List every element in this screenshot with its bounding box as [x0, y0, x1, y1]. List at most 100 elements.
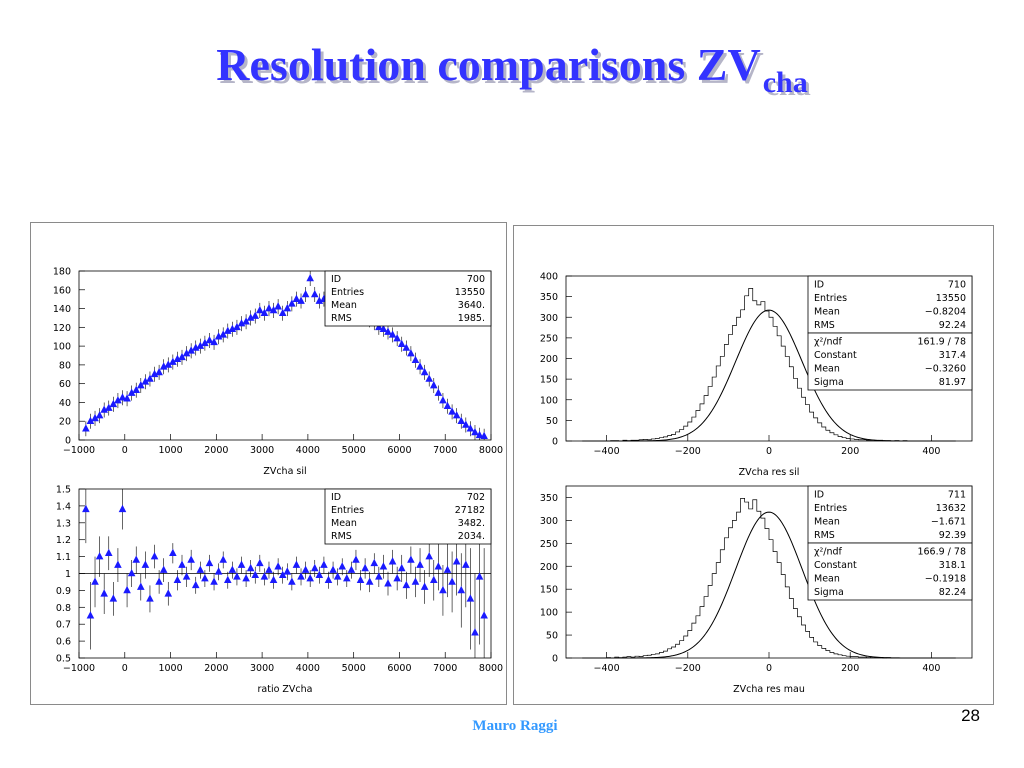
data-point [475, 572, 484, 580]
data-point [274, 302, 282, 310]
stats-value: −1.671 [931, 517, 966, 528]
y-tick-label: 1.2 [56, 535, 71, 546]
data-point [95, 552, 104, 560]
x-tick-label: 2000 [204, 663, 228, 674]
data-point [187, 346, 195, 354]
y-tick-label: 20 [59, 417, 71, 428]
data-point [301, 289, 310, 298]
data-point [274, 562, 282, 570]
x-tick-label: 2000 [204, 445, 228, 456]
x-axis-label: ZVcha sil [263, 466, 306, 477]
data-point [182, 349, 191, 357]
data-point [315, 570, 324, 578]
data-point [191, 580, 200, 589]
data-point [278, 570, 287, 578]
data-point [292, 294, 301, 302]
data-point [214, 567, 223, 575]
stats-label: ID [331, 492, 341, 503]
stats-value: 317.4 [939, 350, 966, 361]
data-point [292, 560, 301, 568]
data-point [127, 569, 136, 577]
stats-label: Mean [814, 364, 840, 375]
stats-value: 3482. [458, 518, 485, 529]
y-tick-label: 1.4 [56, 501, 71, 512]
data-point [141, 377, 150, 385]
plot-710: −400 −200 0 200 400 0 50 100 150 200 250 300 350 400 Z… [540, 272, 973, 478]
data-point [288, 299, 296, 307]
data-point [233, 572, 241, 580]
x-tick-label: 1000 [158, 445, 182, 456]
data-point [82, 504, 90, 513]
x-axis-label: ZVcha res mau [733, 684, 805, 695]
stats-label: Mean [331, 300, 357, 311]
data-point [324, 575, 333, 584]
y-tick-label: 160 [53, 285, 71, 296]
data-point [402, 580, 411, 589]
stats-value: 3640. [458, 300, 485, 311]
y-tick-label: 400 [540, 272, 558, 283]
data-point [159, 565, 168, 573]
data-point [269, 575, 278, 584]
data-point [127, 388, 136, 396]
data-point [219, 330, 227, 338]
data-point [420, 367, 429, 376]
data-point [356, 575, 365, 584]
stats-label: Entries [331, 287, 364, 298]
data-point [118, 504, 127, 513]
x-tick-label: 0 [122, 445, 128, 456]
data-point [201, 338, 209, 347]
data-point [86, 611, 95, 619]
data-point [397, 339, 406, 348]
data-point [347, 565, 356, 573]
data-point [452, 411, 461, 419]
stats-label: Constant [814, 560, 857, 571]
slide-title: Resolution comparisons ZVcha [0, 38, 1024, 99]
x-tick-label: 1000 [158, 663, 182, 674]
stats-value: 92.24 [939, 320, 966, 331]
data-point [137, 381, 145, 389]
data-point [205, 558, 214, 567]
y-tick-label: 300 [540, 516, 558, 527]
data-point [251, 311, 260, 319]
stats-value: 166.9 / 78 [917, 547, 966, 558]
data-point [123, 394, 131, 402]
data-point [91, 413, 99, 422]
data-point [471, 427, 479, 436]
data-point [384, 579, 392, 587]
y-tick-label: 0 [65, 436, 71, 447]
x-tick-label: 3000 [250, 445, 274, 456]
data-point [201, 574, 209, 582]
y-tick-label: 250 [540, 539, 558, 550]
stats-value: 81.97 [939, 377, 966, 388]
data-point [242, 574, 250, 582]
gaussian-fit-curve [582, 511, 956, 659]
data-point [104, 548, 113, 557]
data-point [210, 337, 218, 346]
data-point [425, 552, 433, 560]
y-tick-label: 100 [540, 608, 558, 619]
title-main: Resolution comparisons ZV [216, 39, 761, 90]
stats-value: 2034. [458, 531, 485, 542]
stats-label: RMS [814, 320, 835, 331]
stats-box [324, 270, 492, 327]
data-point [407, 349, 415, 357]
data-point [416, 560, 424, 568]
data-point [471, 628, 479, 636]
plot-711: −400 −200 0 200 400 0 50 100 150 200 250 300 350 ZVch… [540, 485, 973, 695]
data-point [439, 585, 447, 594]
data-point [448, 407, 456, 415]
data-point [297, 296, 305, 304]
data-point [429, 575, 438, 584]
stats-label: ID [814, 280, 824, 291]
data-point [251, 570, 260, 578]
y-tick-label: 100 [53, 342, 71, 353]
data-point [118, 393, 127, 401]
data-point [137, 582, 145, 590]
data-point [164, 360, 173, 368]
stats-label: Mean [331, 518, 357, 529]
data-point [246, 313, 255, 321]
data-point [242, 317, 250, 325]
author-name: Mauro Raggi [472, 718, 558, 734]
data-point [123, 585, 131, 594]
data-point [237, 560, 246, 568]
